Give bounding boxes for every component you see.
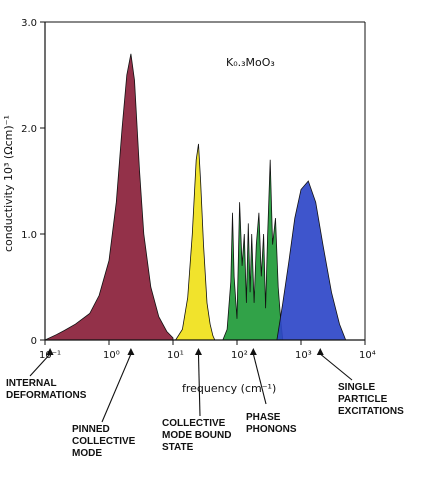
annotation-arrow — [101, 353, 132, 423]
arrow-head — [127, 348, 135, 355]
y-axis-label: conductivity 10³ (Ωcm)⁻¹ — [2, 115, 15, 252]
arrow-head — [249, 348, 257, 355]
chart-title: K₀.₃MoO₃ — [226, 56, 275, 69]
x-tick-label: 10¹ — [167, 350, 184, 361]
annotation-arrows — [29, 348, 353, 423]
annotation-arrow — [197, 353, 201, 417]
x-tick-label: 10⁻¹ — [39, 350, 61, 361]
annotation-arrow — [319, 353, 353, 381]
arrow-head — [316, 348, 324, 355]
annotation-arrow — [29, 353, 51, 377]
x-tick-label: 10³ — [295, 350, 312, 361]
annotation-label: INTERNAL DEFORMATIONS — [6, 378, 87, 401]
series-areas — [44, 53, 347, 341]
annotation-label: COLLECTIVE MODE BOUND STATE — [162, 418, 232, 453]
y-tick-label: 2.0 — [21, 124, 37, 135]
series-area-2 — [222, 159, 284, 341]
series-area-1 — [174, 143, 216, 341]
y-tick-label: 3.0 — [21, 18, 37, 29]
annotation-label: SINGLE PARTICLE EXCITATIONS — [338, 382, 404, 417]
annotation-label: PINNED COLLECTIVE MODE — [72, 424, 136, 459]
annotation-label: PHASE PHONONS — [246, 412, 297, 435]
y-tick-label: 1.0 — [21, 230, 37, 241]
arrow-head — [194, 348, 202, 355]
arrow-head — [46, 348, 54, 355]
series-area-0 — [44, 53, 174, 341]
x-tick-label: 10⁴ — [359, 350, 376, 361]
ticks: 10⁻¹ 10⁰ 10¹ 10² 10³ 10⁴ 0 1.0 2.0 3.0 — [21, 18, 376, 361]
y-tick-label: 0 — [31, 336, 37, 347]
axes — [44, 21, 366, 341]
annotation-arrow — [252, 353, 267, 405]
x-axis-label: frequency (cm⁻¹) — [182, 382, 276, 395]
x-tick-label: 10⁰ — [103, 350, 120, 361]
x-tick-label: 10² — [231, 350, 248, 361]
series-area-3 — [276, 180, 347, 341]
